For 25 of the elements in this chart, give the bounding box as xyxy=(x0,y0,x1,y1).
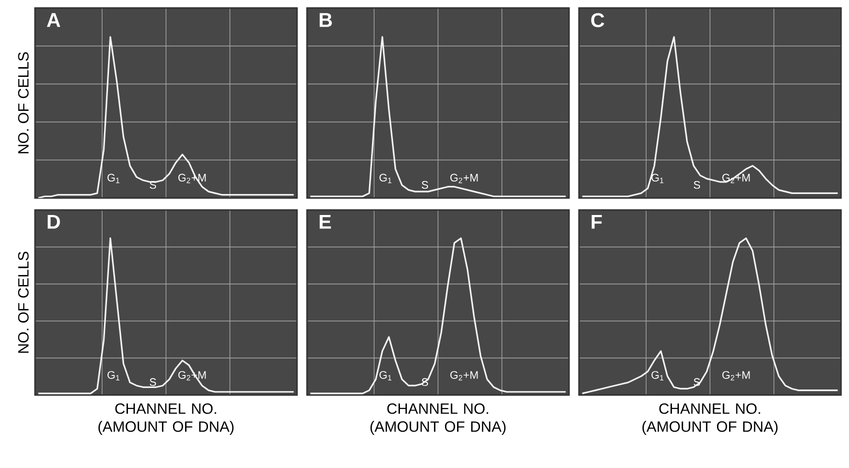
chart-title: E xyxy=(320,214,331,229)
annotation: S xyxy=(422,181,428,189)
chart-title: F xyxy=(592,214,602,229)
annotation: G$_{1}$ xyxy=(380,174,392,184)
annotation: S xyxy=(694,181,700,189)
chart-title: B xyxy=(320,13,332,27)
x-axis-title: CHANNEL NO. (AMOUNT OF DNA) xyxy=(642,403,778,435)
annotation: G$_{1}$ xyxy=(108,174,120,184)
annotation: G$_{1}$ xyxy=(380,371,392,380)
annotation: G$_{1}$ xyxy=(108,371,120,380)
annotation: G$_{1}$ xyxy=(652,174,664,184)
x-axis-title: CHANNEL NO. (AMOUNT OF DNA) xyxy=(370,403,506,435)
chart-title: D xyxy=(48,214,60,229)
chart-title: C xyxy=(591,13,604,28)
chart-title: A xyxy=(46,13,60,27)
annotation: S xyxy=(150,181,156,189)
x-axis-title: CHANNEL NO. (AMOUNT OF DNA) xyxy=(98,403,234,435)
annotation: S xyxy=(150,378,156,386)
y-axis-title: NO. OF CELLS xyxy=(18,252,29,353)
annotation: G$_{1}$ xyxy=(652,371,664,380)
annotation: G$_{2}$+M xyxy=(450,174,478,184)
annotation: S xyxy=(694,378,700,386)
y-axis-title: NO. OF CELLS xyxy=(18,52,29,154)
annotation: G$_{2}$+M xyxy=(450,371,478,380)
annotation: G$_{2}$+M xyxy=(722,371,750,380)
